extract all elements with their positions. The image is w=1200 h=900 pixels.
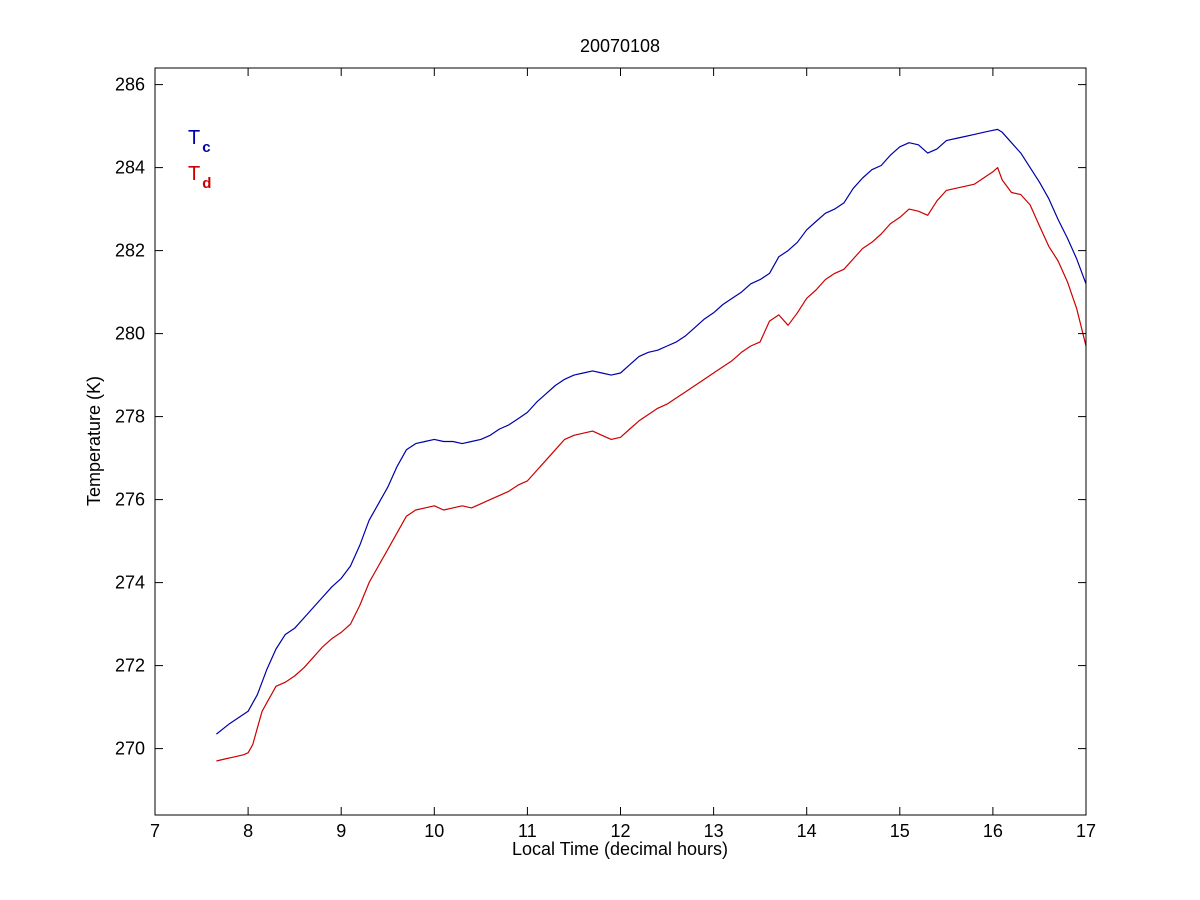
y-tick-label: 280 (115, 324, 145, 344)
y-axis-label: Temperature (K) (84, 376, 104, 506)
y-tick-label: 276 (115, 490, 145, 510)
y-tick-label: 282 (115, 241, 145, 261)
series-line-tc (216, 128, 1087, 735)
y-tick-label: 286 (115, 75, 145, 95)
tick-layer: 7 8 9 10 11 12 13 14 15 16 17 270 272 274 276 278 280 282… (115, 68, 1096, 841)
chart-title: 20070108 (580, 36, 660, 56)
x-tick-label: 14 (797, 821, 817, 841)
x-tick-label: 16 (983, 821, 1003, 841)
series-line-td (216, 167, 1087, 762)
series-layer (216, 128, 1087, 762)
legend-entry-td-name: T (188, 163, 200, 185)
x-tick-label: 9 (336, 821, 346, 841)
y-tick-label: 272 (115, 656, 145, 676)
legend-entry-td-subscript: d (202, 175, 211, 192)
x-tick-label: 17 (1076, 821, 1096, 841)
x-tick-label: 15 (890, 821, 910, 841)
plot-frame (154, 67, 1087, 816)
legend-entry-tc-name: T (188, 127, 200, 149)
y-tick-label: 274 (115, 573, 145, 593)
plot-area (155, 68, 1086, 815)
x-tick-label: 13 (704, 821, 724, 841)
x-tick-label: 11 (518, 821, 537, 841)
x-tick-label: 10 (424, 821, 444, 841)
x-axis-label: Local Time (decimal hours) (512, 839, 728, 859)
y-tick-label: 284 (115, 158, 145, 178)
legend-entry-tc-subscript: c (202, 139, 210, 156)
x-tick-label: 7 (150, 821, 160, 841)
y-tick-label: 270 (115, 739, 145, 759)
y-tick-label: 278 (115, 407, 145, 427)
x-tick-label: 8 (243, 821, 253, 841)
x-tick-label: 12 (610, 821, 630, 841)
